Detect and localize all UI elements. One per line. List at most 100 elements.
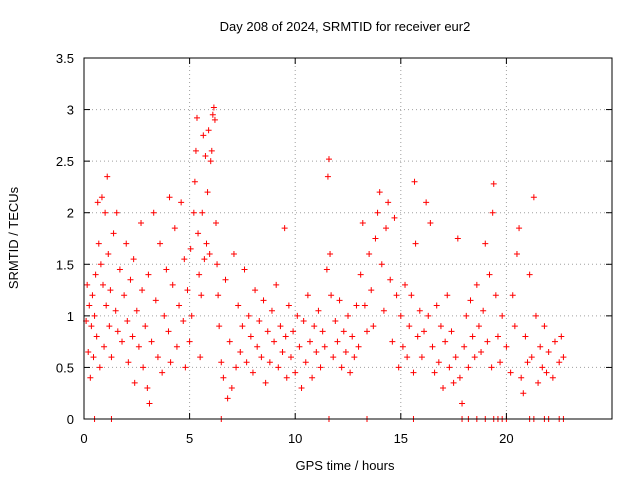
- data-point: [444, 292, 451, 299]
- data-point: [195, 230, 202, 237]
- data-point: [330, 354, 337, 361]
- data-point: [256, 318, 263, 325]
- data-point: [91, 312, 98, 319]
- data-point: [471, 354, 478, 361]
- data-point: [142, 323, 149, 330]
- data-point: [123, 240, 130, 247]
- data-point: [102, 209, 109, 216]
- data-point: [431, 369, 438, 376]
- data-point: [499, 312, 506, 319]
- x-tick-label: 0: [80, 431, 87, 446]
- data-point: [414, 333, 421, 340]
- data-point: [264, 328, 271, 335]
- data-point: [85, 348, 92, 355]
- data-point: [188, 312, 195, 319]
- data-point: [492, 292, 499, 299]
- data-point: [148, 338, 155, 345]
- data-point: [399, 343, 406, 350]
- data-point: [387, 276, 394, 283]
- data-point: [511, 323, 518, 330]
- data-point: [165, 328, 172, 335]
- data-point: [482, 240, 489, 247]
- data-point: [114, 328, 121, 335]
- data-point: [266, 359, 273, 366]
- data-point: [298, 385, 305, 392]
- data-point: [429, 343, 436, 350]
- data-point: [96, 364, 103, 371]
- data-point: [169, 281, 176, 288]
- data-point: [95, 240, 102, 247]
- data-point: [92, 271, 99, 278]
- data-point: [206, 250, 213, 257]
- data-point: [391, 214, 398, 221]
- data-point: [146, 400, 153, 407]
- data-point: [448, 328, 455, 335]
- data-point: [359, 220, 366, 227]
- data-point: [520, 390, 527, 397]
- data-point: [494, 333, 501, 340]
- data-point: [408, 292, 415, 299]
- data-point: [135, 343, 142, 350]
- data-point: [124, 318, 131, 325]
- data-point: [541, 323, 548, 330]
- data-point: [239, 323, 246, 330]
- data-point: [101, 343, 108, 350]
- data-point: [163, 266, 170, 273]
- data-point: [300, 318, 307, 325]
- data-point: [560, 354, 567, 361]
- data-points: [83, 104, 567, 422]
- data-point: [167, 359, 174, 366]
- data-point: [336, 297, 343, 304]
- y-tick-label: 2: [67, 206, 74, 221]
- data-point: [133, 307, 140, 314]
- data-point: [119, 338, 126, 345]
- data-point: [277, 323, 284, 330]
- data-point: [450, 379, 457, 386]
- data-point: [230, 250, 237, 257]
- data-point: [338, 364, 345, 371]
- data-point: [279, 348, 286, 355]
- y-tick-labels: 0 0.5 1 1.5 2 2.5 3 3.5: [56, 51, 74, 427]
- data-point: [145, 271, 152, 278]
- data-point: [535, 379, 542, 386]
- data-point: [281, 225, 288, 232]
- data-point: [139, 287, 146, 294]
- data-point: [93, 333, 100, 340]
- data-point: [376, 189, 383, 196]
- data-point: [173, 343, 180, 350]
- data-point: [108, 354, 115, 361]
- data-point: [325, 156, 332, 163]
- data-point: [220, 374, 227, 381]
- data-point: [366, 250, 373, 257]
- data-point: [184, 287, 191, 294]
- data-point: [110, 230, 117, 237]
- y-tick-label: 3.5: [56, 51, 74, 66]
- data-point: [258, 354, 265, 361]
- data-point: [197, 354, 204, 361]
- data-point: [116, 266, 123, 273]
- data-point: [478, 348, 485, 355]
- data-point: [290, 328, 297, 335]
- data-point: [437, 323, 444, 330]
- data-point: [209, 111, 216, 118]
- data-point: [211, 116, 218, 123]
- data-point: [507, 369, 514, 376]
- data-point: [201, 256, 208, 263]
- data-point: [427, 220, 434, 227]
- data-point: [192, 147, 199, 154]
- data-point: [411, 178, 418, 185]
- data-point: [549, 374, 556, 381]
- data-point: [106, 323, 113, 330]
- data-point: [311, 323, 318, 330]
- data-point: [315, 307, 322, 314]
- data-point: [222, 276, 229, 283]
- chart-title: Day 208 of 2024, SRMTID for receiver eur…: [220, 19, 471, 34]
- data-point: [364, 328, 371, 335]
- data-point: [199, 209, 206, 216]
- y-tick-label: 2.5: [56, 154, 74, 169]
- data-point: [86, 302, 93, 309]
- data-point: [327, 250, 334, 257]
- y-tick-label: 1: [67, 309, 74, 324]
- data-point: [475, 323, 482, 330]
- x-tick-label: 15: [394, 431, 408, 446]
